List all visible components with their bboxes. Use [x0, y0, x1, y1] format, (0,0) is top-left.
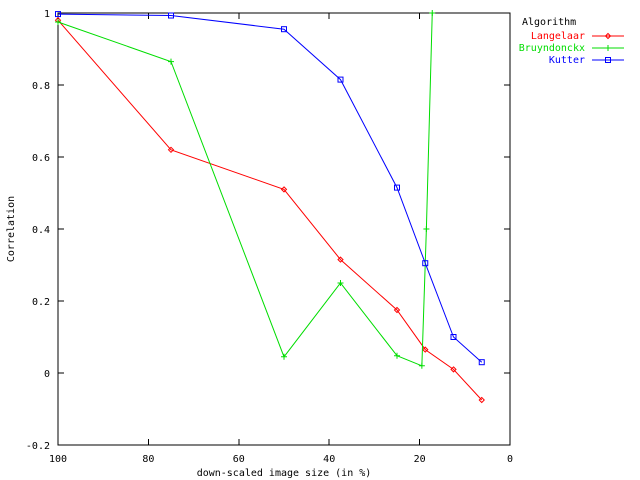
- y-tick-label: 0.4: [32, 225, 50, 236]
- series-line: [57, 19, 483, 401]
- y-tick-label: 0.2: [32, 297, 50, 308]
- y-tick-label: 0: [44, 369, 50, 380]
- y-tick-label: -0.2: [26, 441, 50, 452]
- x-axis-label: down-scaled image size (in %): [197, 468, 372, 479]
- x-tick-label: 60: [233, 454, 245, 465]
- data-point: [394, 352, 400, 359]
- x-tick-label: 100: [49, 454, 67, 465]
- data-point: [422, 260, 429, 267]
- data-point: [337, 280, 344, 286]
- data-point: [423, 226, 430, 232]
- data-point: [429, 10, 436, 16]
- x-tick-label: 0: [507, 454, 513, 465]
- data-point: [478, 396, 485, 404]
- legend-entry-label: Bruyndonckx: [519, 43, 585, 54]
- data-point: [394, 184, 400, 191]
- data-point: [422, 346, 429, 353]
- legend-entry-marker: [605, 57, 611, 63]
- data-point: [281, 353, 287, 360]
- data-point: [168, 58, 174, 65]
- plot-frame: [57, 12, 511, 446]
- x-tick-label: 20: [414, 454, 426, 465]
- data-point: [418, 362, 425, 369]
- legend-entry-label: Langelaar: [531, 31, 585, 42]
- legend-entry-marker: [604, 32, 612, 40]
- series-kutter: [55, 11, 485, 366]
- data-point: [281, 26, 287, 33]
- data-point: [393, 306, 401, 314]
- tick-layer: 100 80 60 40 20 0 -0.2 0 0.2 0.4 0.6 0.8 1: [26, 9, 513, 465]
- data-point: [280, 186, 288, 193]
- series-layer: [54, 10, 485, 404]
- data-point: [478, 359, 485, 366]
- y-tick-label: 0.6: [32, 153, 50, 164]
- series-line: [57, 12, 433, 367]
- y-tick-label: 1: [44, 9, 50, 20]
- series-bruyndonckx: [55, 10, 436, 369]
- data-point: [167, 146, 175, 154]
- x-tick-label: 80: [142, 454, 154, 465]
- legend-title: Algorithm: [522, 17, 576, 28]
- x-tick-label: 40: [323, 454, 335, 465]
- series-line: [57, 13, 483, 363]
- y-axis-label: Correlation: [6, 196, 17, 262]
- y-tick-label: 0.8: [32, 81, 50, 92]
- data-point: [337, 256, 344, 263]
- series-langelaar: [54, 16, 485, 404]
- data-point: [55, 19, 61, 25]
- legend-entry-label: Kutter: [549, 55, 585, 66]
- data-point: [450, 334, 457, 340]
- legend-entry-marker: [605, 45, 611, 51]
- data-point: [337, 76, 344, 83]
- data-point: [168, 12, 174, 19]
- data-point: [450, 366, 457, 373]
- data-point: [55, 11, 61, 18]
